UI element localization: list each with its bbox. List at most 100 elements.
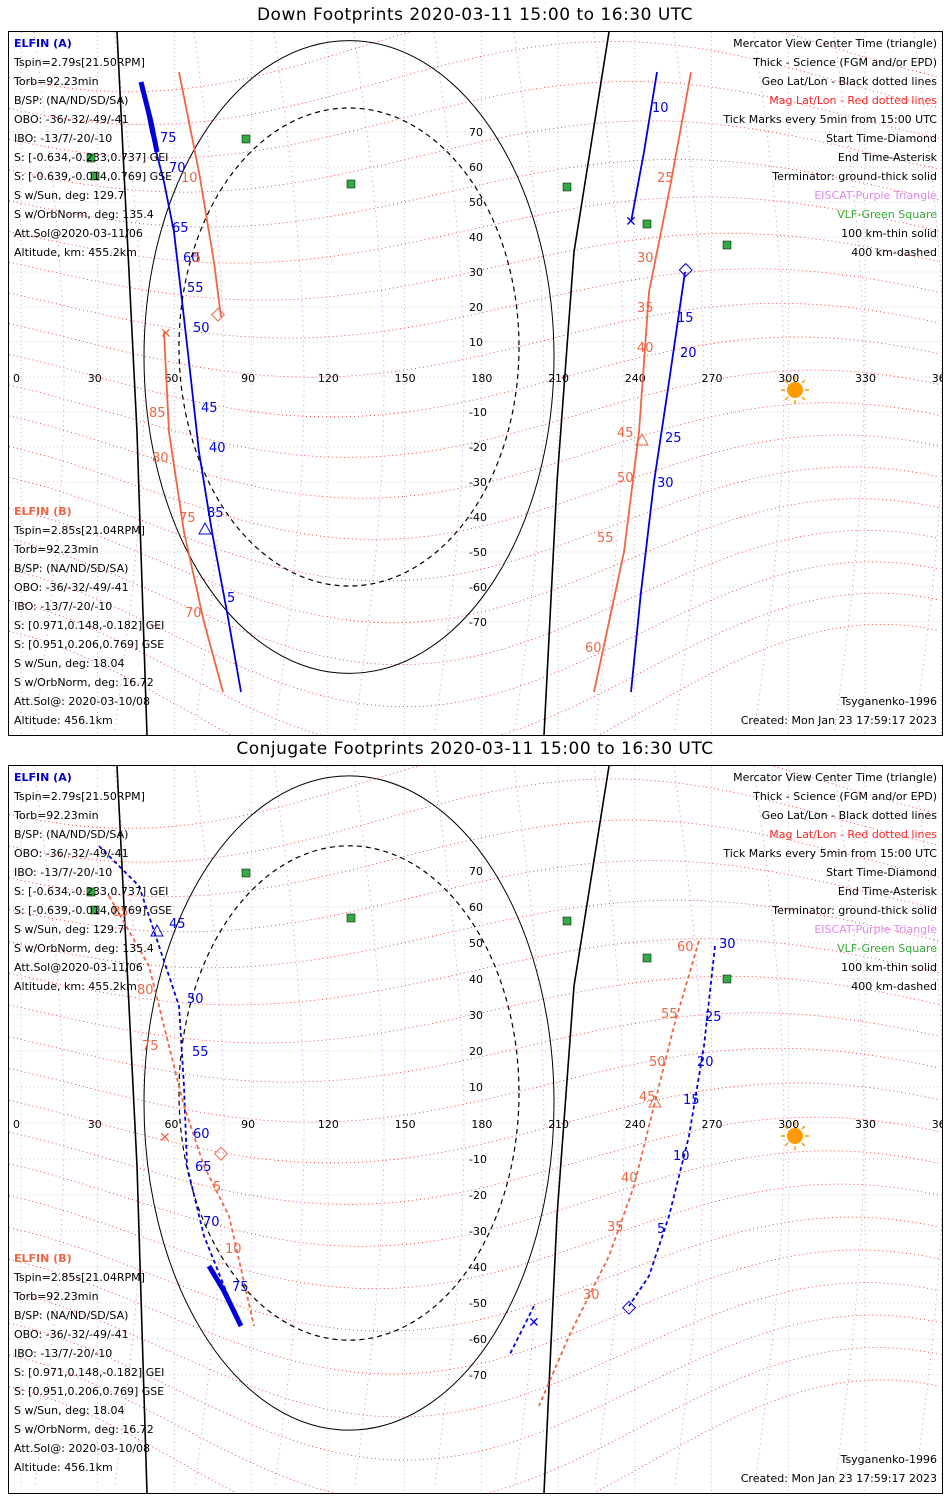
elfin-a-label: ELFIN (A) [14,771,72,784]
lon-label: 270 [702,1118,723,1131]
elfin-a-s-gse: S: [-0.639,-0.014,0.769] GSE [14,904,173,917]
center-triangle [150,923,164,937]
elfin-b-altitude: Altitude: 456.1km [14,1461,113,1474]
lat-label: 10 [469,336,483,349]
mag-parallel [9,81,940,159]
center-triangle [198,521,212,535]
lon-label: 330 [855,372,876,385]
model-name: Tsyganenko-1996 [840,695,937,708]
legend-400km: 400 km-dashed [851,246,937,259]
elfin-a-tspin: Tspin=2.79s[21.50RPM] [14,790,145,803]
elfin-b-track [538,940,700,1407]
mag-meridian [833,32,865,733]
elfin-a-track [98,845,242,1327]
mag-parallel [9,1150,940,1247]
elfin-a-torb: Torb=92.23min [14,75,99,88]
elfin-a-tick-label: 10 [652,101,669,116]
elfin-b-tick-label: 40 [621,1171,638,1186]
vlf-station-square [241,868,251,878]
elfin-b-tick-label: 50 [649,1055,666,1070]
vlf-station-square [90,171,100,181]
mag-meridian [753,32,785,733]
mag-meridian [833,766,865,1487]
sun-icon [787,1128,803,1144]
lon-label: 240 [625,1118,646,1131]
mag-parallel [9,1082,940,1164]
lat-label: -10 [469,1153,487,1166]
lat-label: 20 [469,301,483,314]
elfin-b-tick-label: 40 [637,341,654,356]
elfin-a-science [206,1264,244,1328]
down-footprints-panel: 0 30 60 90 120 150 180 210 240 270 300 330 360 70 60 50… [8,31,943,736]
elfin-a-tick-label: 45 [201,401,218,416]
center-triangle [648,1094,662,1108]
sun-ray [801,1125,806,1130]
lat-label: -20 [469,1189,487,1202]
elfin-b-altitude: Altitude: 456.1km [14,714,113,727]
conjugate-footprints-panel: 0 30 60 90 120 150 180 210 240 270 300 330 360 70 60 50… [8,765,943,1494]
elfin-b-tick-label: 60 [677,940,694,955]
elfin-b-tick-label: 35 [637,301,654,316]
end-asterisk: ✕ [625,214,637,230]
lat-label: 50 [469,937,483,950]
mag-meridian [673,32,705,733]
lon-label: 0 [13,372,20,385]
mag-meridian [513,32,545,733]
elfin-a-sun-angle: S w/Sun, deg: 129.7 [14,189,125,202]
vlf-station-square [562,182,572,192]
elfin-b-tick-label: 75 [179,511,196,526]
vlf-station-square [722,974,732,984]
legend-geo-grid: Geo Lat/Lon - Black dotted lines [761,75,937,88]
elfin-a-tick-label: 75 [160,131,177,146]
elfin-b-tick-label: 55 [597,531,614,546]
lon-label: 60 [164,372,178,385]
start-diamond [678,262,693,278]
terminator-line [543,766,610,1493]
sun-ray [784,1142,789,1147]
mag-parallel [9,120,940,193]
lon-label: 180 [471,1118,492,1131]
mag-parallel [9,766,940,829]
elfin-b-attsol: Att.Sol@: 2020-03-10/08 [14,695,151,708]
elfin-a-track [140,81,242,693]
mag-parallel [9,32,940,93]
lon-label: 300 [778,1118,799,1131]
sun-ray [801,1142,806,1147]
elfin-a-track [630,71,658,223]
legend-center-time: Mercator View Center Time (triangle) [733,771,937,784]
elfin-b-bsp: B/SP: (NA/ND/SD/SA) [14,1309,129,1322]
vlf-station-square [722,240,732,250]
legend-end-time: End Time-Asterisk [837,885,937,898]
elfin-b-ibo: IBO: -13/7/-20/-10 [14,1347,113,1360]
lat-label: 70 [469,126,483,139]
mag-parallel [9,1047,940,1123]
lat-label: -60 [469,1333,487,1346]
elfin-b-tick-label: 10 [225,1242,242,1257]
elfin-a-tick-label: 55 [187,281,204,296]
elfin-a-ibo: IBO: -13/7/-20/-10 [14,866,113,879]
down-panel-title: Down Footprints 2020-03-11 15:00 to 16:3… [256,5,694,25]
elfin-b-label: ELFIN (B) [14,1252,72,1265]
elfin-b-tick-label: 45 [617,426,634,441]
mag-meridian [913,32,942,733]
vlf-station-square [562,916,572,926]
lon-label: 30 [88,372,102,385]
footprint-400km-ellipse [178,845,520,1341]
lat-label: 40 [469,973,483,986]
vlf-station-square [86,153,96,163]
elfin-a-s-gei: S: [-0.634,-0.233,0.737] GEI [14,151,169,164]
elfin-a-tick-label: 15 [677,311,694,326]
elfin-a-attsol: Att.Sol@2020-03-11/06 [14,227,143,240]
mag-meridian [193,766,225,1487]
lon-label: 210 [548,1118,569,1131]
elfin-a-obo: OBO: -36/-32/-49/-41 [14,847,129,860]
mag-meridian [593,32,625,733]
footprint-100km-ellipse [143,775,555,1431]
elfin-a-tick-label: 20 [697,1055,714,1070]
lon-label: 120 [318,372,339,385]
elfin-a-sun-angle: S w/Sun, deg: 129.7 [14,923,125,936]
mag-parallel [9,778,940,863]
legend-thick-science: Thick - Science (FGM and/or EPD) [753,56,937,69]
legend-100km: 100 km-thin solid [841,961,937,974]
elfin-a-tick-label: 65 [195,1160,212,1175]
